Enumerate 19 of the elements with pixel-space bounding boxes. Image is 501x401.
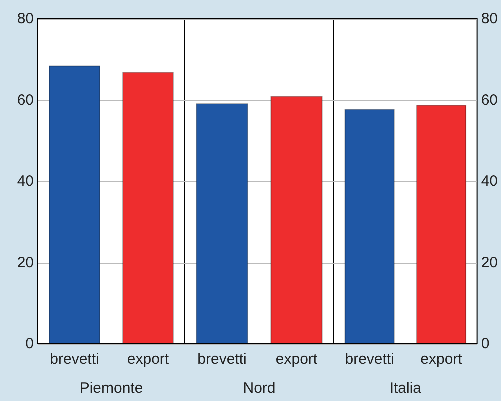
y2-tick-label: 60: [481, 92, 498, 109]
x-tick-label: brevetti: [198, 351, 247, 368]
y-tick-label: 0: [26, 336, 34, 352]
y2-tick-label: 0: [481, 336, 490, 352]
x-tick-label: brevetti: [50, 351, 100, 368]
y2-tick-label: 80: [481, 10, 498, 28]
y2-tick-label: 20: [481, 254, 498, 272]
x-axis-title: Piemonte: [80, 380, 144, 397]
y-tick-label: 40: [17, 173, 34, 190]
x-axis-title: Italia: [390, 380, 422, 397]
y-tick-label: 80: [17, 10, 34, 28]
y2-tick-label: 40: [481, 173, 498, 190]
y-tick-label: 20: [17, 254, 34, 272]
y-tick-label: 60: [17, 92, 34, 109]
x-tick-label: export: [420, 351, 464, 368]
x-tick-label: export: [127, 351, 170, 368]
x-tick-label: export: [276, 351, 318, 368]
x-axis-title: Nord: [243, 380, 276, 397]
x-tick-label: brevetti: [345, 351, 394, 368]
